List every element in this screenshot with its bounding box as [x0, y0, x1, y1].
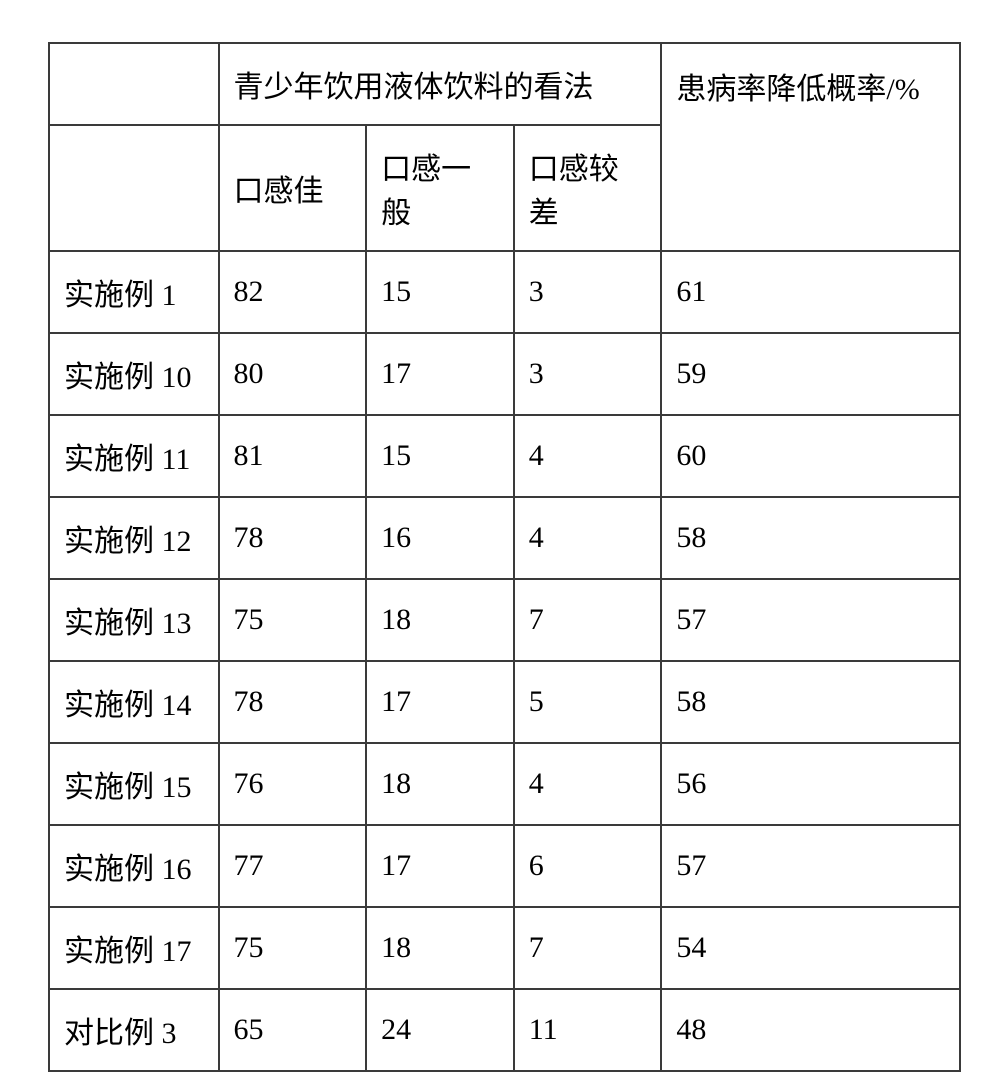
cell-average: 16 — [366, 497, 514, 579]
table-container: 青少年饮用液体饮料的看法 患病率降低概率/% 口感佳 口感一般 口感较差 实施例… — [0, 0, 999, 1072]
cell-average: 18 — [366, 743, 514, 825]
data-table: 青少年饮用液体饮料的看法 患病率降低概率/% 口感佳 口感一般 口感较差 实施例… — [48, 42, 961, 1072]
cell-average: 18 — [366, 907, 514, 989]
table-row: 对比例 365241148 — [49, 989, 960, 1071]
cell-good: 78 — [219, 497, 367, 579]
row-label: 实施例 15 — [49, 743, 219, 825]
cell-good: 78 — [219, 661, 367, 743]
table-row: 实施例 147817558 — [49, 661, 960, 743]
row-label: 实施例 12 — [49, 497, 219, 579]
cell-poor: 11 — [514, 989, 662, 1071]
cell-poor: 3 — [514, 251, 662, 333]
table-row: 实施例 18215361 — [49, 251, 960, 333]
cell-poor: 4 — [514, 415, 662, 497]
table-row: 实施例 157618456 — [49, 743, 960, 825]
cell-rate: 58 — [661, 661, 960, 743]
cell-good: 80 — [219, 333, 367, 415]
cell-poor: 4 — [514, 497, 662, 579]
row-label: 对比例 3 — [49, 989, 219, 1071]
cell-poor: 6 — [514, 825, 662, 907]
cell-rate: 57 — [661, 579, 960, 661]
cell-good: 76 — [219, 743, 367, 825]
header-blank-1 — [49, 43, 219, 125]
header-good: 口感佳 — [219, 125, 367, 251]
cell-rate: 58 — [661, 497, 960, 579]
table-row: 实施例 137518757 — [49, 579, 960, 661]
cell-average: 17 — [366, 333, 514, 415]
cell-average: 15 — [366, 251, 514, 333]
cell-rate: 61 — [661, 251, 960, 333]
header-poor: 口感较差 — [514, 125, 662, 251]
row-label: 实施例 11 — [49, 415, 219, 497]
table-row: 实施例 127816458 — [49, 497, 960, 579]
row-label: 实施例 14 — [49, 661, 219, 743]
cell-good: 75 — [219, 579, 367, 661]
cell-rate: 48 — [661, 989, 960, 1071]
header-rate: 患病率降低概率/% — [661, 43, 960, 251]
cell-good: 81 — [219, 415, 367, 497]
table-row: 实施例 118115460 — [49, 415, 960, 497]
cell-good: 65 — [219, 989, 367, 1071]
cell-good: 82 — [219, 251, 367, 333]
row-label: 实施例 1 — [49, 251, 219, 333]
row-label: 实施例 16 — [49, 825, 219, 907]
table-header: 青少年饮用液体饮料的看法 患病率降低概率/% 口感佳 口感一般 口感较差 — [49, 43, 960, 251]
cell-rate: 60 — [661, 415, 960, 497]
header-opinion-group: 青少年饮用液体饮料的看法 — [219, 43, 662, 125]
cell-poor: 7 — [514, 907, 662, 989]
table-row: 实施例 167717657 — [49, 825, 960, 907]
row-label: 实施例 17 — [49, 907, 219, 989]
cell-average: 18 — [366, 579, 514, 661]
cell-average: 24 — [366, 989, 514, 1071]
table-row: 实施例 177518754 — [49, 907, 960, 989]
header-blank-2 — [49, 125, 219, 251]
cell-average: 17 — [366, 661, 514, 743]
row-label: 实施例 13 — [49, 579, 219, 661]
row-label: 实施例 10 — [49, 333, 219, 415]
cell-good: 77 — [219, 825, 367, 907]
header-row-1: 青少年饮用液体饮料的看法 患病率降低概率/% — [49, 43, 960, 125]
cell-rate: 59 — [661, 333, 960, 415]
cell-poor: 3 — [514, 333, 662, 415]
cell-rate: 56 — [661, 743, 960, 825]
cell-poor: 5 — [514, 661, 662, 743]
cell-average: 15 — [366, 415, 514, 497]
cell-good: 75 — [219, 907, 367, 989]
cell-rate: 54 — [661, 907, 960, 989]
table-row: 实施例 108017359 — [49, 333, 960, 415]
header-average: 口感一般 — [366, 125, 514, 251]
cell-poor: 7 — [514, 579, 662, 661]
cell-rate: 57 — [661, 825, 960, 907]
cell-poor: 4 — [514, 743, 662, 825]
cell-average: 17 — [366, 825, 514, 907]
table-body: 实施例 18215361实施例 108017359实施例 118115460实施… — [49, 251, 960, 1071]
